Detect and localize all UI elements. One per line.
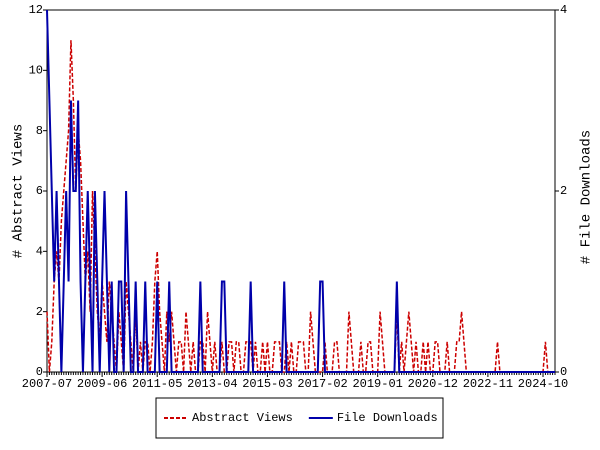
y2-axis-title: # File Downloads: [579, 130, 595, 264]
x-tick-label: 2020-12: [408, 377, 458, 391]
x-tick-label: 2009-06: [77, 377, 127, 391]
series-line: [46, 9, 555, 373]
legend-label: Abstract Views: [192, 411, 293, 425]
y-tick-label: 2: [36, 305, 43, 319]
x-tick-label: 2011-05: [132, 377, 182, 391]
y-tick-label: 10: [29, 64, 43, 78]
y-tick-label: 6: [36, 184, 43, 198]
y-tick-label: 0: [36, 365, 43, 379]
y-axis-title: # Abstract Views: [11, 124, 27, 258]
y-tick-label: 8: [36, 124, 43, 138]
series-line: [46, 40, 555, 373]
x-tick-label: 2013-04: [187, 377, 237, 391]
legend-box: [155, 397, 444, 439]
legend: Abstract Views File Downloads: [155, 397, 444, 439]
x-tick-label: 2024-10: [518, 377, 568, 391]
x-tick-label: 2017-02: [297, 377, 347, 391]
y2-tick-label: 0: [560, 365, 567, 379]
x-tick-label: 2007-07: [22, 377, 72, 391]
y-tick-label: 12: [29, 3, 43, 17]
x-tick-label: 2015-03: [242, 377, 292, 391]
y2-tick-label: 2: [560, 184, 567, 198]
legend-label: File Downloads: [337, 411, 438, 425]
y-tick-label: 4: [36, 245, 43, 259]
x-tick-label: 2019-01: [352, 377, 402, 391]
x-tick-label: 2022-11: [463, 377, 513, 391]
y2-tick-label: 4: [560, 3, 567, 17]
